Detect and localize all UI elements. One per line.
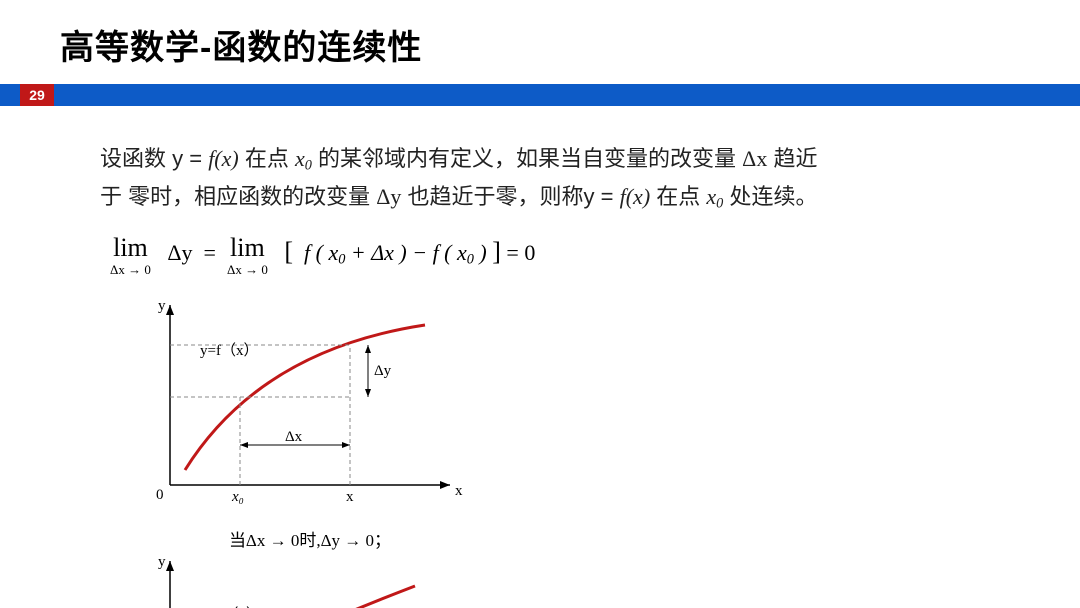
page-number: 29 xyxy=(20,84,54,106)
lim-symbol-2: lim Δx → 0 xyxy=(227,235,268,276)
math-x0: x0 xyxy=(295,146,312,171)
chart-caption-left: 当Δx → 0时,Δy → 0； xyxy=(130,526,490,551)
svg-text:x: x xyxy=(455,483,463,499)
math-fx2: f(x) xyxy=(620,184,651,209)
math-dy: Δy xyxy=(376,184,401,209)
chart-continuous: x y 0 Δx Δy y=f（ xyxy=(130,295,490,551)
svg-text:y: y xyxy=(158,298,166,314)
svg-text:Δx: Δx xyxy=(285,429,303,445)
svg-text:y: y xyxy=(158,554,166,570)
svg-text:0: 0 xyxy=(156,487,164,503)
text: 在点 xyxy=(656,184,706,209)
svg-text:x: x xyxy=(346,489,354,505)
bracket-open: [ xyxy=(284,237,293,266)
eq-f1: f ( x0 + Δx ) − f ( x0 ) xyxy=(304,240,487,265)
svg-text:x₀: x₀ xyxy=(231,489,244,505)
slide-title: 高等数学-函数的连续性 xyxy=(60,20,422,69)
slide: 高等数学-函数的连续性 29 设函数 y = f(x) 在点 x0 的某邻域内有… xyxy=(0,0,1080,608)
text: 处连续。 xyxy=(729,184,817,209)
text: 在点 xyxy=(245,146,289,171)
lim-symbol: lim Δx → 0 xyxy=(110,235,151,276)
eq-rhs: = 0 xyxy=(506,240,535,265)
chart-svg: x y 0 Δx Δy y=f（ xyxy=(130,295,470,515)
charts-row: x y 0 Δx Δy y=f（ xyxy=(130,295,950,575)
eq-sign: = xyxy=(204,240,216,265)
math-fx: f(x) xyxy=(208,146,239,171)
bracket-close: ] xyxy=(492,237,501,266)
text: 于 零时，相应函数的改变量 xyxy=(100,184,370,209)
math-x0b: x0 xyxy=(706,184,723,209)
limit-equation: lim Δx → 0 Δy = lim Δx → 0 [ f ( x0 + Δx… xyxy=(110,235,535,276)
chart-discontinuous: x y 0 Δx xyxy=(130,551,490,608)
svg-text:y=f（x）: y=f（x） xyxy=(200,342,258,359)
text: 设函数 y = xyxy=(100,146,208,171)
text: 趋近 xyxy=(773,146,817,171)
text: 的某邻域内有定义，如果当自变量的改变量 xyxy=(318,146,736,171)
text: 也趋近于零，则称y = xyxy=(408,184,620,209)
definition-paragraph: 设函数 y = f(x) 在点 x0 的某邻域内有定义，如果当自变量的改变量 Δ… xyxy=(100,140,1000,216)
eq-lhs: Δy xyxy=(167,240,192,265)
math-dx: Δx xyxy=(742,146,767,171)
accent-bar xyxy=(0,84,1080,106)
svg-text:Δy: Δy xyxy=(374,363,392,379)
chart-svg-2: x y 0 Δx xyxy=(130,551,470,608)
